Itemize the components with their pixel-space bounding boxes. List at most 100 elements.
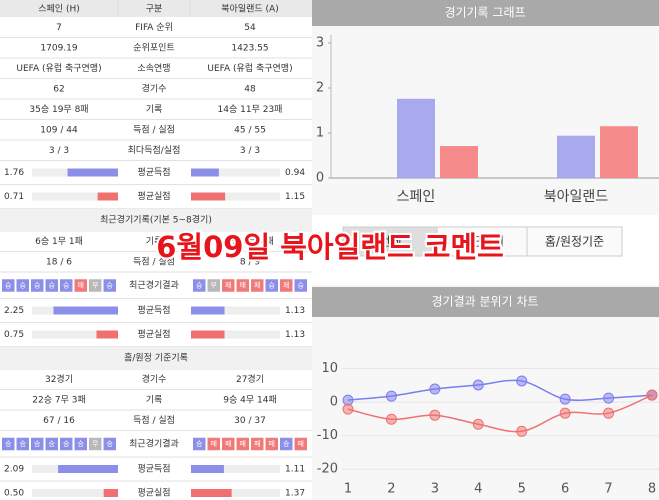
cell: 22승 7무 3패 (32, 394, 85, 405)
result-text: 패 (240, 439, 246, 448)
result-chip (103, 437, 116, 451)
result-text: 패 (240, 280, 246, 289)
value-label: 0.50 (4, 489, 24, 499)
bar (96, 330, 118, 339)
series-point (342, 403, 354, 415)
result-chip (265, 437, 278, 451)
result-text: 무 (211, 281, 218, 289)
y-tick-label: -20 (317, 462, 338, 477)
value-label: 1.11 (285, 465, 305, 475)
series-point (646, 389, 658, 401)
y-tick-label: 0 (316, 171, 324, 186)
result-chip (222, 437, 235, 451)
result-chip (2, 279, 15, 292)
value-label: 1.13 (285, 330, 305, 340)
cell: UEFA (유럽 축구연맹) (16, 63, 101, 74)
result-chip (207, 279, 220, 292)
series-point (603, 407, 615, 419)
result-text: 패 (269, 439, 275, 448)
line-chart-panel (312, 285, 659, 500)
tab-label[interactable]: 홈/원정기준 (545, 235, 604, 249)
cell: 67 / 16 (43, 416, 75, 426)
cell: 109 / 44 (40, 125, 78, 135)
cell: 소속연맹 (137, 63, 170, 74)
value-label: 0.75 (4, 330, 24, 340)
result-text: 승 (196, 281, 203, 289)
row-label: 최근경기결과 (129, 437, 179, 449)
cell: 32경기 (45, 373, 73, 385)
cell: 순위포인트 (133, 42, 174, 53)
tab[interactable] (436, 226, 528, 257)
bar (53, 306, 118, 315)
result-chip (31, 279, 44, 292)
overlay-title: 6월09일 북아일랜드 코멘트 (156, 230, 504, 264)
cell: 54 (244, 23, 256, 33)
value-label: 1.76 (4, 168, 24, 178)
table-header-bg (0, 0, 312, 17)
result-chip (31, 437, 44, 451)
cell: 기록 (146, 394, 163, 405)
cell: 45 / 55 (234, 125, 266, 135)
line-chart-title: 경기결과 분위기 차트 (432, 295, 539, 309)
bar (191, 306, 225, 315)
bar (67, 168, 118, 177)
result-text: 승 (196, 440, 203, 448)
cell: 62 (53, 84, 64, 94)
value-label: 1.15 (285, 192, 305, 202)
cell: 27경기 (236, 373, 264, 385)
bar (600, 126, 638, 178)
result-text: 승 (5, 281, 12, 289)
row-label: 평균득점 (137, 166, 170, 178)
series-point (559, 393, 571, 405)
result-text: 승 (20, 281, 27, 289)
line-chart-header (312, 287, 659, 317)
cell: 35승 19무 8패 (29, 104, 88, 115)
result-text: 승 (283, 440, 290, 448)
result-text: 승 (63, 440, 70, 448)
row-label: 평균실점 (137, 328, 170, 340)
result-chip (16, 437, 29, 451)
series-point (472, 379, 484, 391)
result-chip (251, 437, 264, 451)
value-label: 2.09 (4, 465, 24, 475)
row-label: 평균득점 (137, 304, 170, 316)
series-point (429, 409, 441, 421)
result-chip (45, 279, 58, 292)
series-point (385, 390, 397, 402)
series-point (516, 425, 528, 437)
table-header-cell: 구분 (146, 4, 163, 15)
series-point (342, 394, 354, 406)
x-tick-label: 8 (648, 482, 656, 497)
bar (440, 146, 478, 178)
bar (191, 330, 225, 339)
result-text: 패 (225, 280, 231, 289)
result-text: 패 (298, 439, 304, 448)
cell: 기록 (146, 236, 163, 247)
value-label: 1.13 (285, 306, 305, 316)
tab[interactable] (526, 226, 623, 257)
cell: 6승 1무 1패 (35, 236, 83, 247)
tab-label[interactable]: 최근경기 (460, 235, 504, 249)
y-tick-label: 3 (316, 36, 324, 51)
result-chip (60, 437, 73, 451)
result-chip (265, 279, 278, 292)
y-tick-label: 1 (316, 126, 324, 141)
result-chip (207, 437, 220, 451)
cell: 48 (244, 84, 256, 94)
bar-track (32, 192, 118, 201)
y-tick-label: -10 (317, 428, 338, 443)
result-text: 승 (107, 281, 114, 289)
section-bg (0, 346, 312, 369)
value-label: 0.71 (4, 192, 24, 202)
cell: 1423.55 (231, 43, 268, 53)
bar-track (191, 168, 280, 177)
bar-track (191, 306, 280, 315)
tab[interactable] (342, 226, 439, 257)
tab-label[interactable]: 전체 (379, 235, 401, 249)
result-chip (103, 279, 116, 292)
result-chip (45, 437, 58, 451)
result-text: 패 (254, 280, 260, 289)
bar (557, 135, 595, 178)
result-text: 승 (20, 440, 27, 448)
